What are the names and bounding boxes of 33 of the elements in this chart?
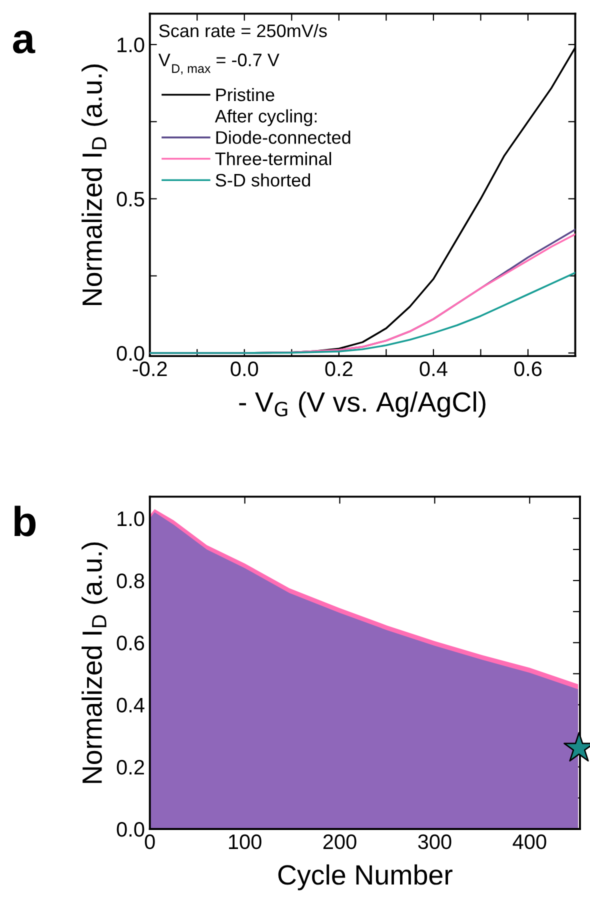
annotation: Scan rate = 250mV/s	[159, 24, 327, 38]
x-tick-label: 0.0	[230, 361, 258, 376]
text: a	[13, 30, 36, 54]
x-tick-label: 0.4	[420, 361, 448, 376]
x-axis-title: Cycle Number	[278, 864, 452, 890]
x-tick-label: 100	[229, 834, 262, 850]
y-tick-label: 0.4	[116, 698, 144, 713]
legend-label: Pristine	[216, 88, 274, 102]
annotation: After cycling:	[214, 109, 317, 126]
legend-label: Diode-connected	[216, 130, 350, 144]
line-series	[150, 272, 576, 354]
legend-label: Three-terminal	[215, 152, 332, 166]
y-tick-label: 0.0	[116, 822, 144, 837]
y-tick-label: 0.2	[116, 760, 144, 775]
legend-label: S-D shorted	[216, 173, 310, 187]
x-tick-label: 0.6	[514, 361, 542, 376]
y-tick-label: 1.0	[118, 511, 144, 526]
x-tick-label: 300	[418, 834, 452, 850]
x-tick-label: 0.2	[325, 361, 352, 376]
x-axis-title: - V$_{G}$ (V vs. Ag/AgCl)	[239, 391, 486, 418]
y-tick-label: 0.0	[116, 346, 144, 361]
x-tick-label: 0	[144, 834, 155, 850]
annotation: VD, max = -0.7 V	[158, 54, 280, 74]
text: b	[14, 506, 36, 536]
y-axis-title: Normalized I$_{D}$ (a.u.)	[82, 64, 108, 305]
y-tick-label: 0.6	[116, 636, 144, 650]
y-tick-label: 1.0	[118, 38, 144, 52]
x-tick-label: -0.2	[132, 361, 167, 376]
y-axis-title: Normalized I$_{D}$ (a.u.)	[82, 542, 108, 783]
y-tick-label: 0.8	[116, 574, 144, 588]
y-tick-label: 0.5	[116, 192, 144, 207]
x-tick-label: 400	[512, 834, 546, 850]
x-tick-label: 200	[323, 834, 356, 850]
